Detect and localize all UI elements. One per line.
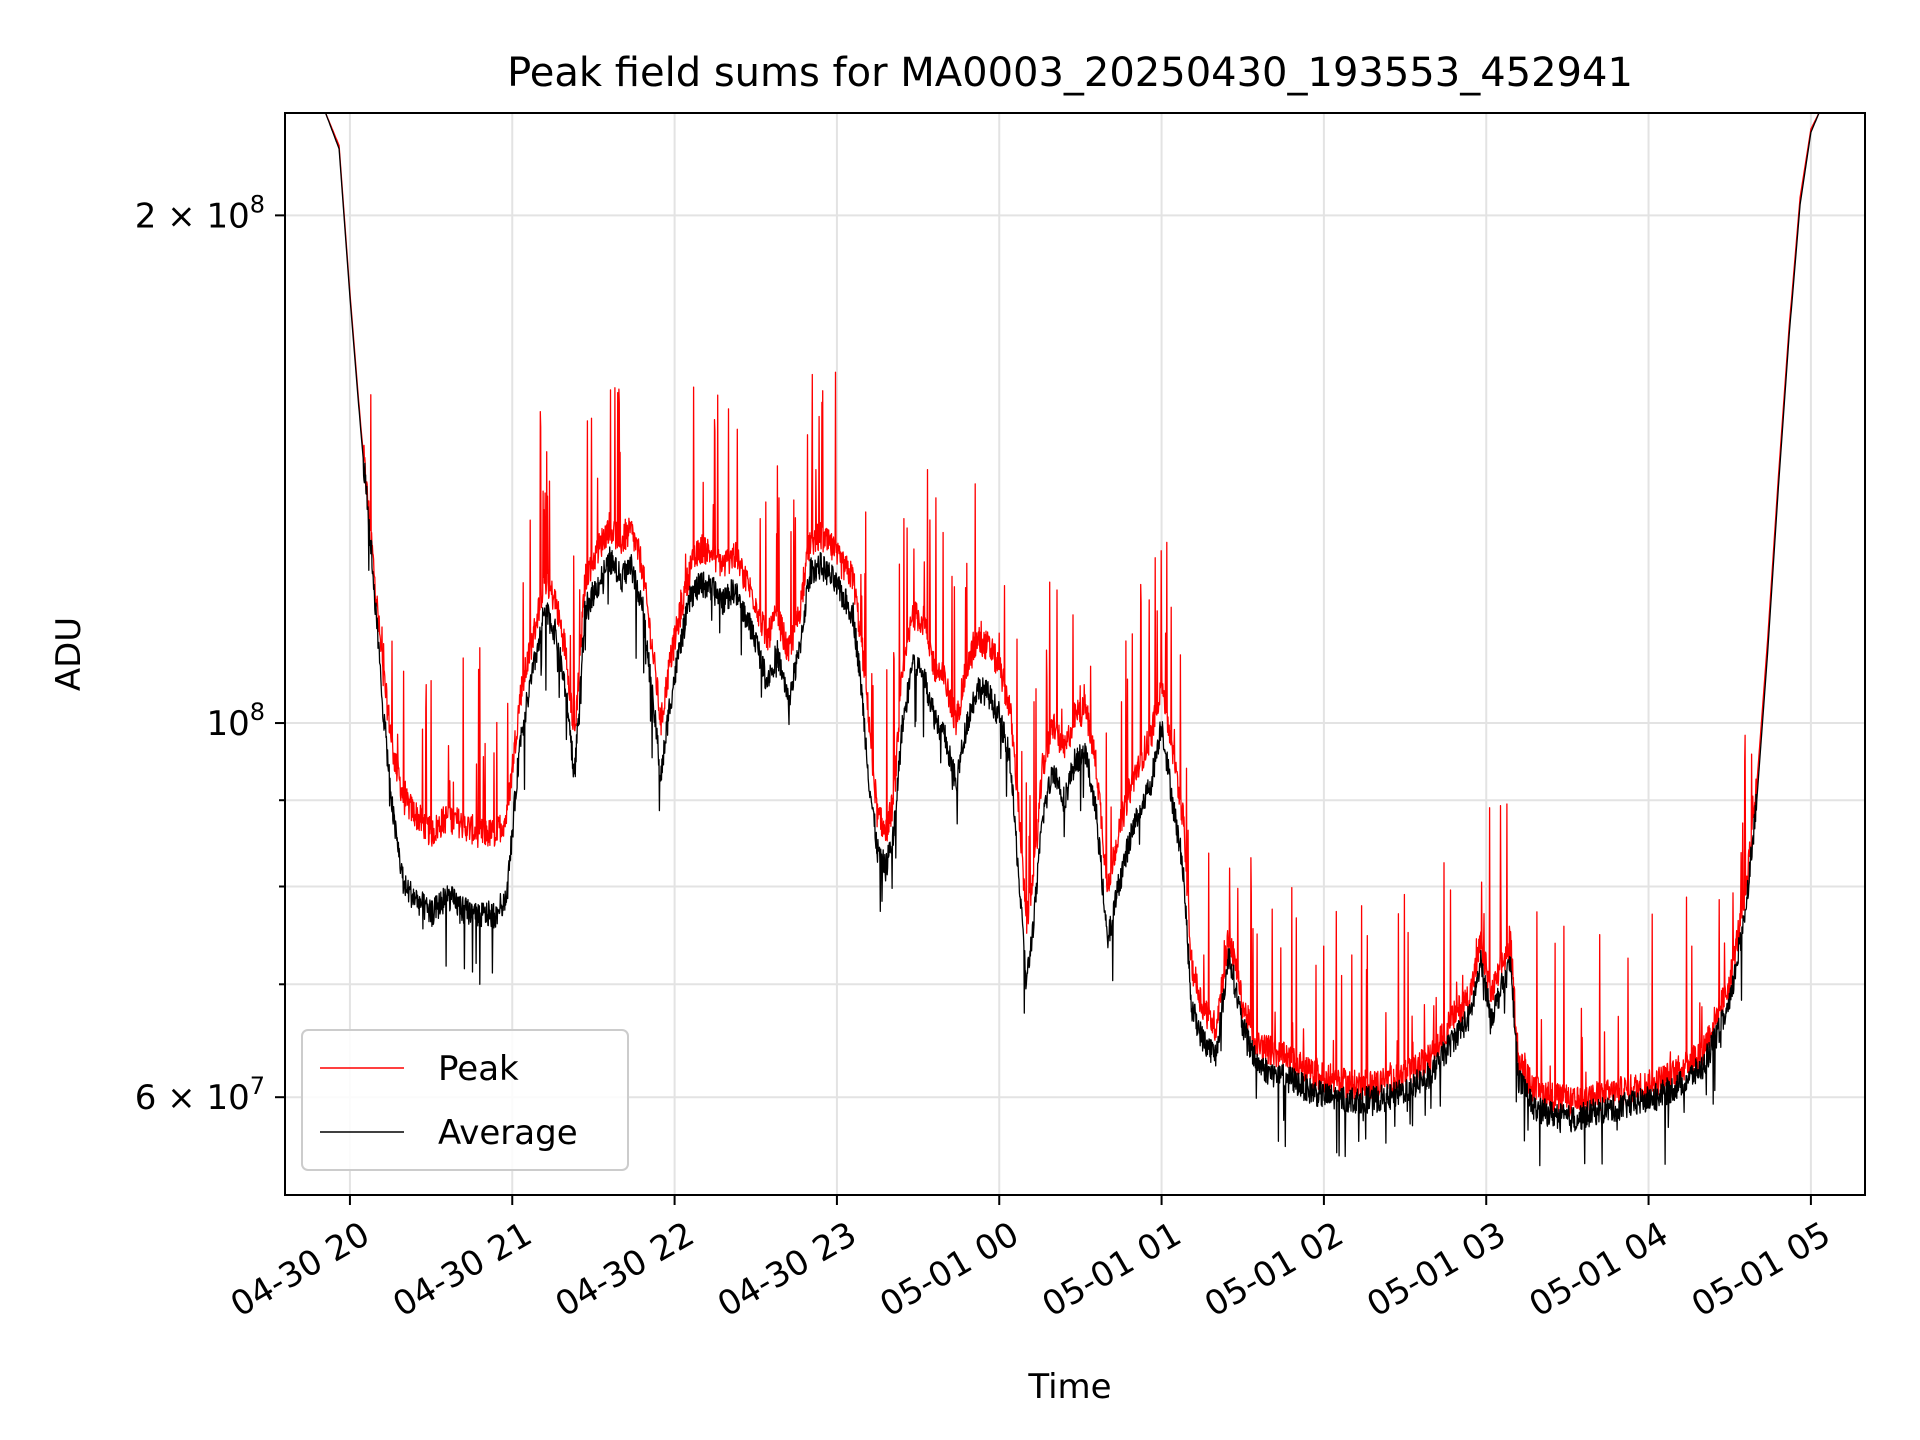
y-axis-label: ADU — [49, 617, 89, 691]
y-tick-label: 108 — [206, 698, 265, 744]
plot-frame — [284, 112, 1866, 1196]
plot-series — [324, 113, 1820, 1167]
x-axis-label: Time — [1027, 1367, 1111, 1407]
legend: Peak Average — [301, 1029, 629, 1171]
legend-label-peak: Peak — [438, 1049, 519, 1089]
y-tick-label: 2 × 108 — [135, 190, 265, 236]
legend-label-average: Average — [438, 1113, 578, 1153]
series-line-average — [324, 113, 1820, 1167]
series-line-peak — [324, 113, 1820, 1117]
chart-title: Peak field sums for MA0003_20250430_1935… — [507, 50, 1633, 96]
y-axis: 6 × 107 108 2 × 108 — [135, 190, 285, 1118]
y-tick-label: 6 × 107 — [135, 1072, 265, 1118]
legend-box — [301, 1029, 629, 1171]
